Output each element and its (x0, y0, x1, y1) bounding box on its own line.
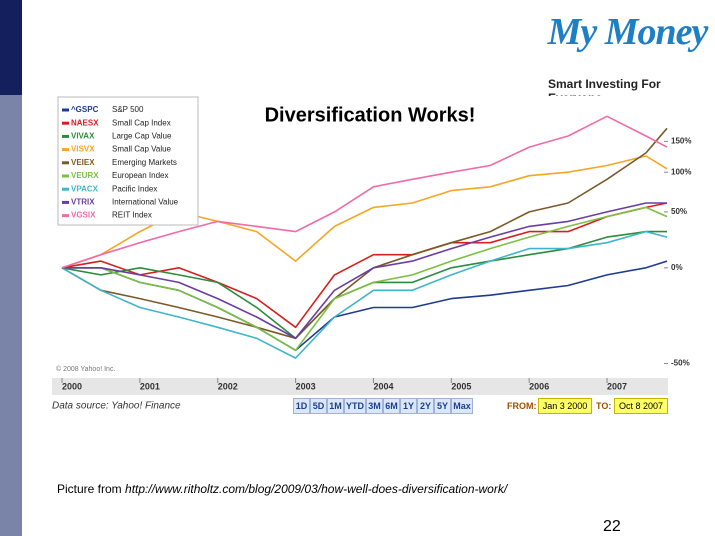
chart-title: Diversification Works! (265, 104, 476, 126)
range-button[interactable]: 5Y (434, 398, 451, 414)
y-tick-label: 100% (671, 167, 691, 176)
logo: My Money (547, 11, 709, 53)
series-line (61, 230, 668, 359)
legend-code: VEURX (71, 171, 99, 180)
range-button[interactable]: 6M (383, 398, 400, 414)
side-bar-top (0, 0, 22, 95)
to-date[interactable]: Oct 8 2007 (614, 398, 668, 414)
legend-label: Emerging Markets (112, 158, 177, 167)
legend-code: VTRIX (71, 198, 95, 207)
caption-url: http://www.ritholtz.com/blog/2009/03/how… (125, 482, 508, 496)
series-line (62, 202, 667, 340)
legend-code: VISVX (71, 145, 95, 154)
legend-label: S&P 500 (112, 105, 144, 114)
y-tick-label: 150% (671, 137, 691, 146)
page-number: 22 (603, 518, 621, 535)
range-button[interactable]: Max (451, 398, 473, 414)
x-axis-band (52, 378, 668, 395)
caption-prefix: Picture from (57, 482, 126, 496)
series-line (62, 206, 668, 352)
y-tick-label: 0% (671, 263, 683, 272)
series-line (61, 202, 668, 329)
legend-code: VGSIX (71, 211, 96, 220)
legend-code: VEIEX (71, 158, 95, 167)
legend-label: Large Cap Value (112, 132, 172, 141)
range-button[interactable]: 1M (327, 398, 344, 414)
x-tick-label: 2000 (62, 381, 82, 391)
range-button[interactable]: YTD (344, 398, 366, 414)
caption: Picture from http://www.ritholtz.com/blo… (57, 482, 507, 496)
legend-code: VIVAX (71, 132, 95, 141)
x-tick-label: 2001 (140, 381, 160, 391)
legend-code: ^GSPC (71, 105, 99, 114)
legend-label: International Value (112, 198, 179, 207)
x-tick-label: 2002 (218, 381, 238, 391)
range-button[interactable]: 3M (366, 398, 383, 414)
from-date[interactable]: Jan 3 2000 (538, 398, 592, 414)
y-tick-label: -50% (671, 359, 690, 368)
legend-label: REIT Index (112, 211, 152, 220)
legend-code: VPACX (71, 184, 99, 193)
x-tick-label: 2004 (373, 381, 393, 391)
y-tick-label: 50% (671, 207, 687, 216)
legend-box (57, 96, 199, 226)
data-source: Data source: Yahoo! Finance (52, 401, 181, 412)
copyright: © 2008 Yahoo! Inc. (56, 365, 115, 373)
range-button[interactable]: 5D (310, 398, 327, 414)
range-button[interactable]: 2Y (417, 398, 434, 414)
x-tick-label: 2006 (529, 381, 549, 391)
legend-label: Small Cap Value (112, 145, 172, 154)
legend-code: NAESX (71, 118, 99, 127)
legend-label: European Index (112, 171, 169, 180)
series-line (61, 115, 668, 269)
range-label: TO: (596, 401, 612, 411)
x-tick-label: 2007 (607, 381, 627, 391)
range-button[interactable]: 1Y (400, 398, 417, 414)
range-label: FROM: (507, 401, 537, 411)
x-tick-label: 2005 (451, 381, 471, 391)
range-button[interactable]: 1D (293, 398, 310, 414)
side-bar (0, 95, 22, 536)
legend-label: Small Cap Index (112, 118, 171, 127)
legend-label: Pacific Index (112, 184, 157, 193)
x-tick-label: 2003 (296, 381, 316, 391)
